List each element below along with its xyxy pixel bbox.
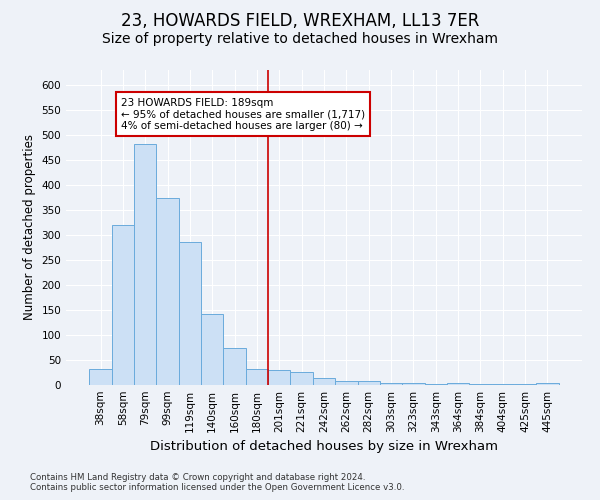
Text: Contains HM Land Registry data © Crown copyright and database right 2024.
Contai: Contains HM Land Registry data © Crown c… — [30, 473, 404, 492]
Bar — [447, 382, 469, 385]
Text: 23, HOWARDS FIELD, WREXHAM, LL13 7ER: 23, HOWARDS FIELD, WREXHAM, LL13 7ER — [121, 12, 479, 30]
Bar — [425, 384, 447, 385]
Bar — [134, 144, 157, 385]
Bar — [223, 348, 246, 385]
Bar — [335, 381, 358, 385]
Bar — [179, 242, 201, 385]
Bar — [536, 382, 559, 385]
X-axis label: Distribution of detached houses by size in Wrexham: Distribution of detached houses by size … — [150, 440, 498, 454]
Bar — [469, 384, 491, 385]
Bar — [402, 382, 425, 385]
Bar — [358, 381, 380, 385]
Bar — [157, 198, 179, 385]
Bar — [112, 225, 134, 385]
Bar — [290, 372, 313, 385]
Y-axis label: Number of detached properties: Number of detached properties — [23, 134, 36, 320]
Bar — [491, 384, 514, 385]
Bar — [201, 314, 223, 385]
Bar — [89, 369, 112, 385]
Bar — [514, 384, 536, 385]
Bar — [246, 369, 268, 385]
Bar — [313, 378, 335, 385]
Bar — [380, 382, 402, 385]
Bar — [268, 370, 290, 385]
Text: 23 HOWARDS FIELD: 189sqm
← 95% of detached houses are smaller (1,717)
4% of semi: 23 HOWARDS FIELD: 189sqm ← 95% of detach… — [121, 98, 365, 130]
Text: Size of property relative to detached houses in Wrexham: Size of property relative to detached ho… — [102, 32, 498, 46]
